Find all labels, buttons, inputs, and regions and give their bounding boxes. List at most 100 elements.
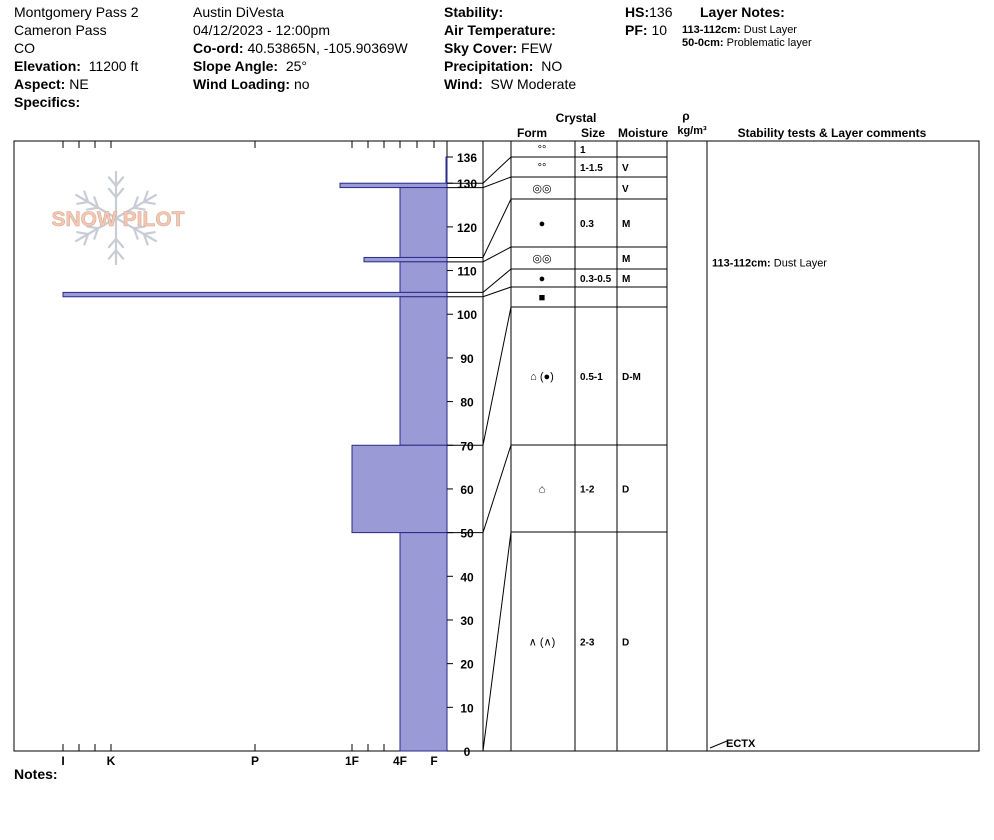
layer-connector-line [447, 306, 512, 446]
layer-connector-line [447, 156, 512, 184]
slope-value: 25° [285, 58, 307, 74]
layer-connector-line [447, 176, 512, 189]
layer-comment-dust: 113-112cm: Dust Layer [712, 258, 827, 270]
location-name: Montgomery Pass 2 [14, 4, 139, 20]
specifics-label: Specifics: [14, 94, 81, 110]
crystal-form-6: ■ [539, 292, 546, 304]
layer-note-2: 50-0cm: Problematic layer [682, 37, 812, 49]
crystal-size-0: 1 [580, 145, 586, 156]
hs-label: HS: [625, 4, 650, 20]
wind-loading-label: Wind Loading: [193, 76, 291, 92]
form-header: Form [517, 126, 547, 140]
pf-row: PF: 10 [625, 21, 667, 39]
height-label-136: 136 [457, 151, 477, 165]
wind-value: SW Moderate [490, 76, 577, 92]
observation-datetime: 04/12/2023 - 12:00pm [193, 22, 330, 38]
layer-connector-line [447, 246, 512, 263]
hs-value: 136 [649, 4, 673, 20]
stability-label: Stability: [444, 4, 504, 20]
aspect-value: NE [69, 76, 89, 92]
moisture-7: D-M [622, 372, 641, 383]
crystal-form-1: °° [538, 162, 547, 174]
air-temp-row: Air Temperature: [444, 21, 556, 39]
height-label-10: 10 [460, 701, 474, 715]
sky-row: Sky Cover: FEW [444, 39, 552, 57]
notes-label: Notes: [14, 766, 58, 782]
moisture-4: M [622, 254, 630, 265]
rho-header: ρ [682, 109, 689, 123]
coord-label: Co-ord: [193, 40, 244, 56]
elevation-value: 11200 ft [88, 58, 139, 74]
crystal-form-5: ● [539, 273, 546, 285]
slope-label: Slope Angle: [193, 58, 279, 74]
crystal-form-9: ∧ (∧) [529, 637, 556, 649]
layer-bar-4 [399, 261, 448, 293]
hardness-label-1f: 1F [345, 754, 359, 768]
crystal-form-3: ● [539, 218, 546, 230]
crystal-form-8: ⌂ [539, 484, 546, 496]
height-label-90: 90 [460, 352, 474, 366]
crystal-form-2: ◎◎ [532, 183, 551, 195]
height-label-40: 40 [460, 570, 474, 584]
crystal-form-7: ⌂ (●) [530, 371, 554, 383]
hardness-label-4f: 4F [393, 754, 407, 768]
crystal-size-9: 2-3 [580, 638, 595, 649]
snowflake-icon [75, 170, 157, 266]
aspect-label: Aspect: [14, 76, 66, 92]
slope-row: Slope Angle: 25° [193, 57, 307, 75]
specifics-row: Specifics: [14, 93, 80, 111]
height-label-30: 30 [460, 614, 474, 628]
snowpilot-logo-text: SNOW PILOT [52, 208, 185, 231]
size-header: Size [581, 126, 605, 140]
height-label-20: 20 [460, 658, 474, 672]
layer-connector-line [447, 286, 512, 298]
area-name: Cameron Pass [14, 22, 107, 38]
precip-value: NO [541, 58, 563, 74]
layer-bar-8 [399, 532, 448, 752]
layer-notes-title: Layer Notes: [700, 4, 785, 20]
moisture-1: V [622, 163, 629, 174]
layer-bar-7 [351, 444, 448, 534]
height-label-80: 80 [460, 396, 474, 410]
stability-row: Stability: [444, 3, 503, 21]
height-label-110: 110 [457, 265, 477, 279]
table-frame [482, 140, 980, 752]
moisture-9: D [622, 638, 629, 649]
observer-name: Austin DiVesta [193, 4, 285, 20]
crystal-size-8: 1-2 [580, 485, 595, 496]
precip-label: Precipitation: [444, 58, 534, 74]
height-label-0: 0 [464, 745, 471, 759]
layer-bar-0 [445, 156, 448, 184]
moisture-5: M [622, 274, 630, 285]
stability-comments-header: Stability tests & Layer comments [738, 126, 927, 140]
coord-value: 40.53865N, -105.90369W [247, 40, 408, 56]
elevation-row: Elevation: 11200 ft [14, 57, 138, 75]
pf-label: PF: [625, 22, 648, 38]
aspect-row: Aspect: NE [14, 75, 89, 93]
pf-value: 10 [651, 22, 668, 38]
height-label-60: 60 [460, 483, 474, 497]
coord-row: Co-ord: 40.53865N, -105.90369W [193, 39, 408, 57]
crystal-form-4: ◎◎ [532, 253, 551, 265]
layer-connector-line [447, 531, 512, 752]
density-unit-header: kg/m³ [677, 125, 707, 137]
crystal-form-0: °° [538, 144, 547, 156]
moisture-2: V [622, 184, 629, 195]
moisture-8: D [622, 485, 629, 496]
crystal-size-1: 1-1.5 [580, 163, 603, 174]
hardness-label-p: P [251, 754, 259, 768]
snowpilot-logo: SNOW PILOT [51, 170, 185, 266]
wind-loading-value: no [293, 76, 310, 92]
layer-bar-6 [399, 296, 448, 446]
crystal-size-5: 0.3-0.5 [580, 274, 612, 285]
wind-row: Wind: SW Moderate [444, 75, 576, 93]
layer-bar-1 [339, 182, 448, 189]
layer-connector-line [447, 268, 512, 293]
state-name: CO [14, 40, 35, 56]
sky-value: FEW [521, 40, 553, 56]
layer-note-1: 113-112cm: Dust Layer [682, 24, 797, 36]
ectx-pointer [709, 740, 728, 749]
stability-test-ectx: ECTX [726, 738, 756, 750]
height-label-100: 100 [457, 308, 477, 322]
